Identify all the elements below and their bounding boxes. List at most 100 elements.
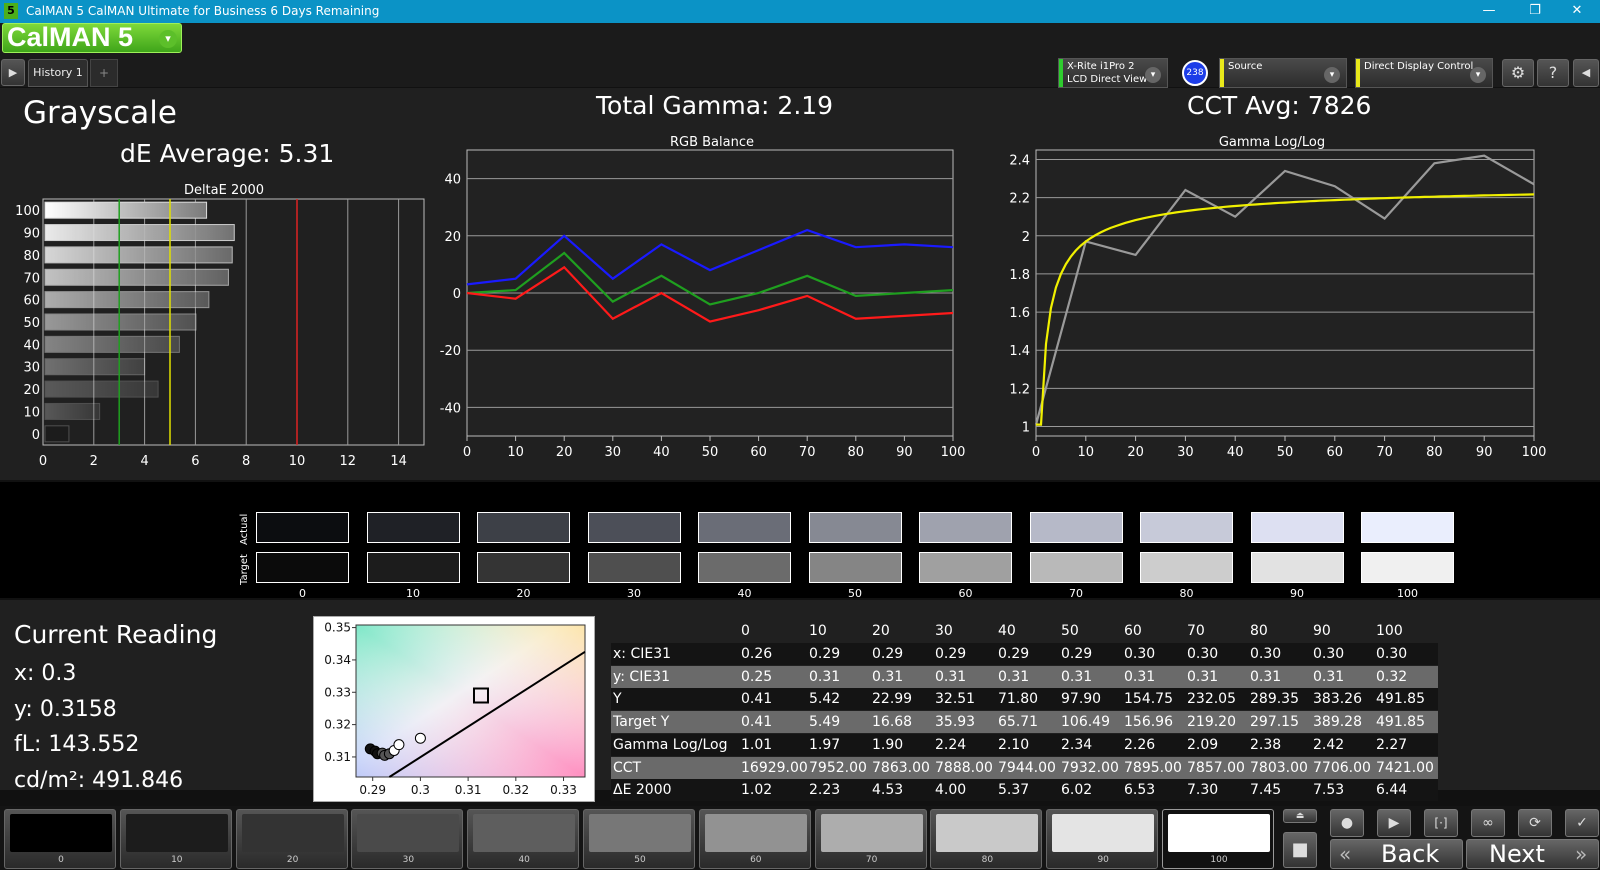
page-title: Grayscale xyxy=(23,95,177,131)
table-cell: 0.30 xyxy=(1313,646,1345,662)
patch-button-20[interactable]: 20 xyxy=(235,809,348,869)
meter-count-badge[interactable]: 238 xyxy=(1182,60,1208,86)
table-cell: 491.85 xyxy=(1376,691,1425,708)
table-cell: 7706.00 xyxy=(1313,759,1371,776)
table-cell: 7857.00 xyxy=(1187,759,1245,776)
minimize-button[interactable]: — xyxy=(1482,3,1496,18)
check-icon[interactable]: ✓ xyxy=(1565,809,1599,837)
table-cell: 7803.00 xyxy=(1250,759,1308,776)
column-header: 0 xyxy=(741,623,750,639)
patch-color xyxy=(704,814,807,852)
refresh-icon[interactable]: ⟳ xyxy=(1518,809,1552,837)
calman-logo-button[interactable]: CalMAN 5 ▾ xyxy=(2,22,182,53)
patch-button-80[interactable]: 80 xyxy=(930,809,1043,869)
display-status-stripe xyxy=(1356,59,1360,87)
measurement-point xyxy=(393,739,405,751)
x-tick-label: 0.29 xyxy=(359,783,386,797)
table-cell: 16.68 xyxy=(872,714,913,731)
target-row-label: Target xyxy=(239,554,250,585)
plot-frame xyxy=(355,624,586,778)
gamma-chart-title: Gamma Log/Log xyxy=(1218,135,1326,150)
patch-label: 20 xyxy=(286,855,299,865)
reading-x: x: 0.3 xyxy=(14,661,77,686)
back-chevron-icon: « xyxy=(1339,842,1352,866)
y-tick-label: 40 xyxy=(23,338,40,353)
x-tick-label: 60 xyxy=(750,445,767,460)
y-tick-label: 1.4 xyxy=(1009,344,1030,359)
patch-button-90[interactable]: 90 xyxy=(1046,809,1159,869)
x-tick-label: 90 xyxy=(1476,445,1493,460)
actual-swatch xyxy=(256,512,349,543)
stop-square-icon[interactable]: ■ xyxy=(1283,832,1317,868)
y-tick-label: -40 xyxy=(440,401,461,416)
deltae-bar xyxy=(44,425,70,443)
tab-history[interactable]: History 1 xyxy=(28,59,88,87)
x-tick-label: 6 xyxy=(191,454,199,469)
y-tick-label: 0.35 xyxy=(324,621,351,635)
play-arrow-icon[interactable]: ▶ xyxy=(1,59,25,86)
add-tab-button[interactable]: + xyxy=(90,59,118,87)
table-cell: 7932.00 xyxy=(1061,759,1119,776)
source-selector[interactable]: Source ▾ xyxy=(1219,58,1347,88)
series-line xyxy=(1036,193,1535,426)
actual-swatch xyxy=(1250,512,1344,543)
display-control-selector[interactable]: Direct Display Control ▾ xyxy=(1355,58,1493,88)
column-header: 100 xyxy=(1376,623,1403,639)
row-label: Y xyxy=(613,691,622,708)
table-header-row: 0 10 20 30 40 50 60 70 80 90 100 xyxy=(611,620,1438,642)
loop-icon[interactable]: ∞ xyxy=(1471,809,1505,837)
swatch-label: 90 xyxy=(1290,587,1304,600)
gear-icon[interactable]: ⚙ xyxy=(1502,59,1534,87)
table-cell: 383.26 xyxy=(1313,691,1362,708)
x-tick-label: 30 xyxy=(1177,445,1194,460)
patch-button-70[interactable]: 70 xyxy=(814,809,927,869)
de-average-readout: dE Average: 5.31 xyxy=(120,139,335,168)
deltae-bar xyxy=(44,313,197,331)
maximize-button[interactable]: ❐ xyxy=(1529,3,1541,18)
y-tick-label: 0.31 xyxy=(324,750,351,764)
table-cell: 71.80 xyxy=(998,691,1039,708)
table-row: Gamma Log/Log 1.01 1.97 1.90 2.24 2.10 2.34 2.2… xyxy=(611,733,1438,756)
next-button[interactable]: Next » xyxy=(1466,839,1599,869)
stop-icon[interactable]: ● xyxy=(1330,809,1364,837)
back-button[interactable]: « Back xyxy=(1330,839,1463,869)
logo-text: CalMAN 5 xyxy=(7,22,134,52)
row-label: x: CIE31 xyxy=(613,646,672,662)
patch-color xyxy=(820,814,923,852)
column-header: 60 xyxy=(1124,623,1142,639)
deltae-bar xyxy=(44,268,229,286)
patch-button-50[interactable]: 50 xyxy=(583,809,695,869)
swatch-label: 50 xyxy=(848,587,862,600)
measure-icon[interactable]: [·] xyxy=(1424,809,1458,837)
patch-button-30[interactable]: 30 xyxy=(351,809,464,869)
meter-selector[interactable]: X-Rite i1Pro 2 LCD Direct View ▾ xyxy=(1058,58,1168,88)
close-button[interactable]: ✕ xyxy=(1571,3,1583,18)
actual-swatch xyxy=(366,512,460,543)
x-tick-label: 40 xyxy=(653,445,670,460)
collapse-left-icon[interactable]: ◀ xyxy=(1573,59,1599,87)
patch-button-100[interactable]: 100 xyxy=(1162,809,1274,869)
eject-icon[interactable]: ⏏ xyxy=(1283,809,1317,823)
display-label: Direct Display Control xyxy=(1364,61,1474,72)
patch-color xyxy=(473,814,576,852)
play-icon[interactable]: ▶ xyxy=(1377,809,1411,837)
patch-button-0[interactable]: 0 xyxy=(4,809,116,869)
y-tick-label: 100 xyxy=(15,204,40,219)
deltae-chart-title: DeltaE 2000 xyxy=(183,183,265,198)
y-tick-label: 0.32 xyxy=(324,718,351,732)
patch-label: 30 xyxy=(402,855,415,865)
x-tick-label: 14 xyxy=(390,454,407,469)
patch-button-60[interactable]: 60 xyxy=(698,809,811,869)
y-tick-label: 50 xyxy=(23,316,40,331)
table-cell: 156.96 xyxy=(1124,714,1173,731)
series-line xyxy=(466,251,954,306)
table-cell: 4.00 xyxy=(935,782,967,799)
next-chevron-icon: » xyxy=(1575,842,1588,866)
patch-color xyxy=(1168,814,1270,852)
help-icon[interactable]: ? xyxy=(1537,59,1569,87)
patch-color xyxy=(589,814,691,852)
patch-button-10[interactable]: 10 xyxy=(119,809,232,869)
patch-button-40[interactable]: 40 xyxy=(467,809,580,869)
target-swatch xyxy=(698,552,791,583)
table-cell: 16929.00 xyxy=(741,759,808,776)
